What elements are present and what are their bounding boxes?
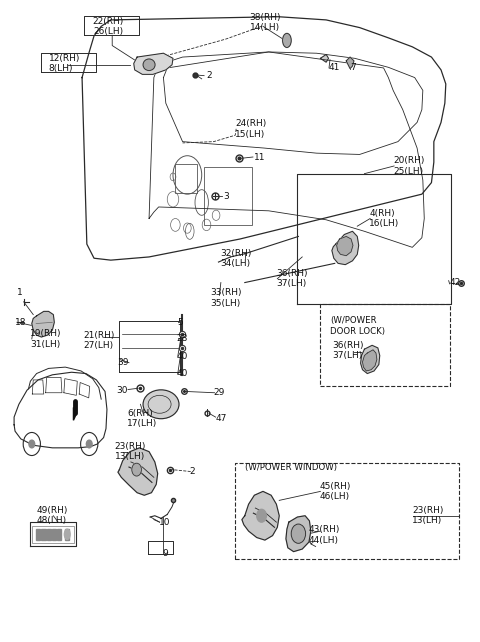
Text: 18: 18 — [15, 318, 26, 327]
Ellipse shape — [64, 529, 70, 539]
Text: 43(RH)
44(LH): 43(RH) 44(LH) — [309, 525, 340, 544]
Text: 45(RH)
46(LH): 45(RH) 46(LH) — [320, 482, 351, 501]
Text: 38(RH)
14(LH): 38(RH) 14(LH) — [250, 13, 281, 32]
Text: 1: 1 — [17, 288, 23, 297]
Text: 21(RH)
27(LH): 21(RH) 27(LH) — [83, 331, 114, 350]
Text: (W/POWER
DOOR LOCK): (W/POWER DOOR LOCK) — [330, 317, 385, 336]
Text: 7: 7 — [350, 64, 356, 73]
Bar — [57, 528, 61, 540]
Circle shape — [86, 440, 92, 448]
Polygon shape — [362, 350, 377, 371]
Polygon shape — [336, 236, 353, 256]
Text: 2: 2 — [206, 71, 212, 80]
Text: 4(RH)
16(LH): 4(RH) 16(LH) — [369, 209, 399, 228]
Text: 6(RH)
17(LH): 6(RH) 17(LH) — [127, 409, 157, 428]
Polygon shape — [321, 55, 328, 62]
Circle shape — [132, 464, 142, 476]
Circle shape — [257, 509, 266, 522]
Text: 49(RH)
48(LH): 49(RH) 48(LH) — [36, 506, 68, 525]
Bar — [41, 528, 46, 540]
Ellipse shape — [143, 390, 179, 419]
Polygon shape — [360, 345, 380, 374]
Text: 42: 42 — [450, 278, 461, 287]
Text: 24(RH)
15(LH): 24(RH) 15(LH) — [235, 119, 266, 139]
Text: 32(RH)
34(LH): 32(RH) 34(LH) — [220, 248, 251, 268]
Polygon shape — [242, 491, 279, 540]
Bar — [204, 168, 252, 225]
Text: 10: 10 — [158, 517, 170, 526]
Ellipse shape — [283, 33, 291, 48]
Bar — [52, 528, 56, 540]
Circle shape — [29, 440, 35, 448]
Text: 19(RH)
31(LH): 19(RH) 31(LH) — [30, 329, 62, 349]
Text: 23(RH)
13(LH): 23(RH) 13(LH) — [412, 506, 444, 525]
Text: 40: 40 — [177, 369, 188, 378]
Bar — [175, 164, 197, 193]
Bar — [32, 526, 74, 542]
Text: 3: 3 — [223, 191, 229, 200]
Polygon shape — [286, 516, 311, 551]
Text: 41: 41 — [328, 64, 340, 73]
Text: 40: 40 — [177, 352, 188, 361]
Polygon shape — [332, 231, 359, 265]
Text: 5: 5 — [177, 318, 182, 327]
Text: 30: 30 — [117, 386, 128, 395]
Text: 11: 11 — [254, 153, 266, 162]
Text: 39: 39 — [118, 358, 129, 367]
Text: 22(RH)
26(LH): 22(RH) 26(LH) — [93, 17, 124, 36]
Text: 9: 9 — [162, 549, 168, 558]
Ellipse shape — [143, 59, 155, 71]
Bar — [47, 528, 51, 540]
Polygon shape — [73, 408, 76, 421]
Circle shape — [291, 524, 306, 543]
Text: 23(RH)
13(LH): 23(RH) 13(LH) — [115, 442, 146, 462]
Text: 12(RH)
8(LH): 12(RH) 8(LH) — [48, 54, 80, 73]
Text: 28: 28 — [177, 334, 188, 343]
Polygon shape — [346, 57, 354, 69]
Polygon shape — [118, 448, 157, 495]
Text: 36(RH)
37(LH): 36(RH) 37(LH) — [276, 269, 308, 288]
Text: 20(RH)
25(LH): 20(RH) 25(LH) — [393, 156, 424, 176]
Bar — [65, 528, 69, 540]
Text: 2: 2 — [190, 467, 195, 476]
Text: 47: 47 — [215, 414, 227, 423]
Text: 36(RH)
37(LH): 36(RH) 37(LH) — [332, 341, 364, 360]
Text: (W/POWER WINDOW): (W/POWER WINDOW) — [245, 462, 337, 472]
Polygon shape — [134, 53, 173, 74]
Text: 29: 29 — [214, 388, 225, 397]
Bar — [36, 528, 40, 540]
Polygon shape — [32, 311, 54, 337]
Text: 33(RH)
35(LH): 33(RH) 35(LH) — [210, 288, 242, 308]
